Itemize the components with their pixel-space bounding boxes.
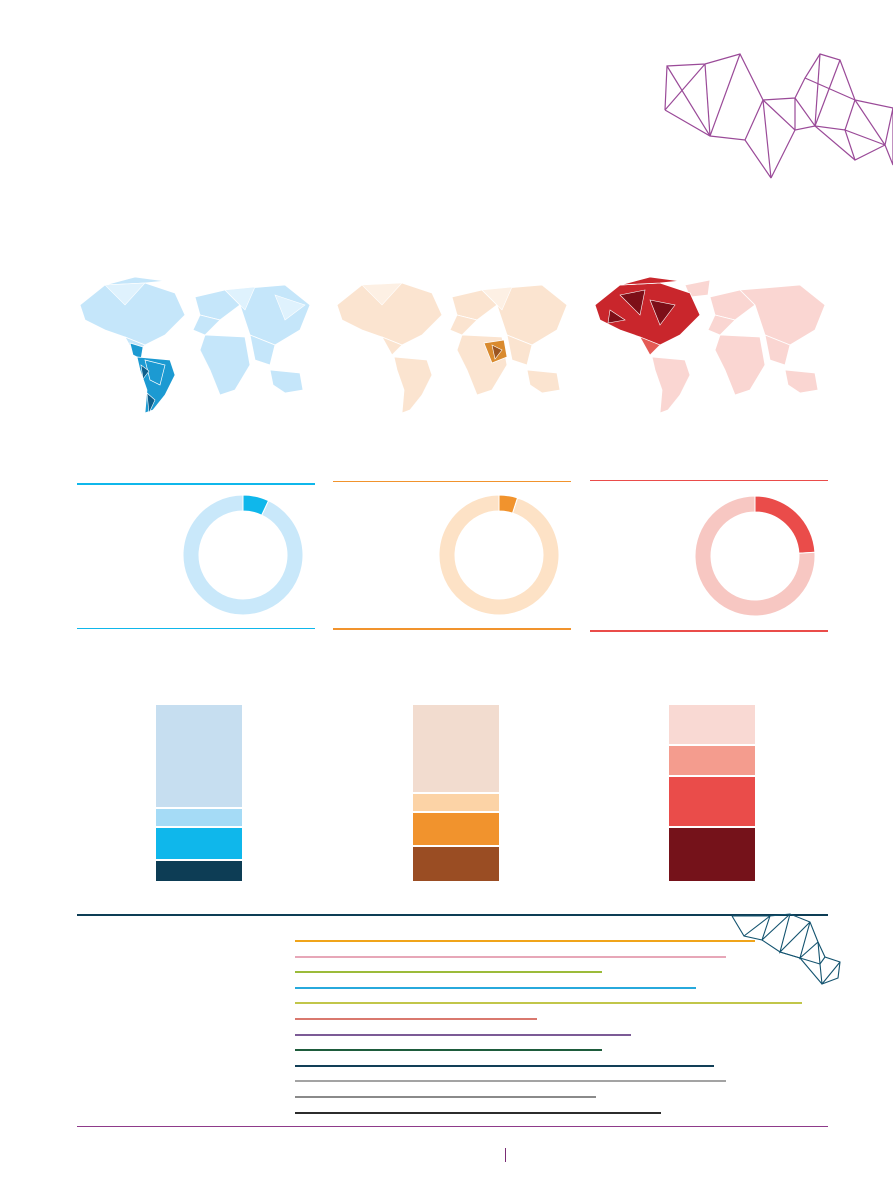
- donut-chart-1: [182, 494, 304, 616]
- legend-line-3: [295, 971, 602, 973]
- legend-line-4: [295, 987, 696, 989]
- panel-rule-top-2: [333, 481, 571, 482]
- legend-line-1: [295, 940, 755, 942]
- donut-slice-2: [439, 495, 559, 615]
- decorative-network-bottom: [730, 912, 842, 988]
- stack-segment-2: [156, 809, 242, 826]
- legend-line-9: [295, 1065, 714, 1067]
- panel-rule-bottom-1: [77, 628, 315, 629]
- world-map-south-america: [75, 275, 315, 420]
- legend-line-12: [295, 1112, 661, 1114]
- panel-rule-top-1: [77, 483, 315, 485]
- stacked-bar-2: [413, 705, 499, 881]
- stack-segment-4: [669, 828, 755, 881]
- donut-chart-2: [438, 494, 560, 616]
- stack-segment-2: [669, 746, 755, 775]
- legend-line-11: [295, 1096, 596, 1098]
- legend-line-10: [295, 1080, 726, 1082]
- stack-segment-4: [156, 861, 242, 881]
- donut-slice-2: [183, 495, 303, 615]
- stack-segment-2: [413, 794, 499, 811]
- stack-segment-4: [413, 847, 499, 881]
- world-map-central-africa: [332, 275, 572, 420]
- stacked-bar-3: [669, 705, 755, 881]
- stack-segment-3: [669, 777, 755, 826]
- legend-line-2: [295, 956, 726, 958]
- panel-rule-bottom-2: [333, 628, 571, 630]
- stack-segment-1: [413, 705, 499, 792]
- stacked-bar-1: [156, 705, 242, 881]
- stack-segment-1: [156, 705, 242, 807]
- legend-top-rule: [77, 914, 828, 916]
- legend-line-6: [295, 1018, 537, 1020]
- stack-segment-3: [413, 813, 499, 845]
- legend-bottom-rule: [77, 1126, 828, 1127]
- legend-lines: [295, 940, 765, 1120]
- decorative-network-top: [655, 50, 893, 182]
- legend-line-5: [295, 1002, 802, 1004]
- stack-segment-3: [156, 828, 242, 859]
- panel-rule-top-3: [590, 480, 828, 481]
- world-map-north-america: [590, 275, 830, 420]
- panel-rule-bottom-3: [590, 630, 828, 632]
- stack-segment-1: [669, 705, 755, 744]
- legend-line-7: [295, 1034, 631, 1036]
- legend-line-8: [295, 1049, 602, 1051]
- page-marker: [505, 1148, 506, 1162]
- donut-chart-3: [694, 495, 816, 617]
- donut-slice-1: [755, 496, 815, 553]
